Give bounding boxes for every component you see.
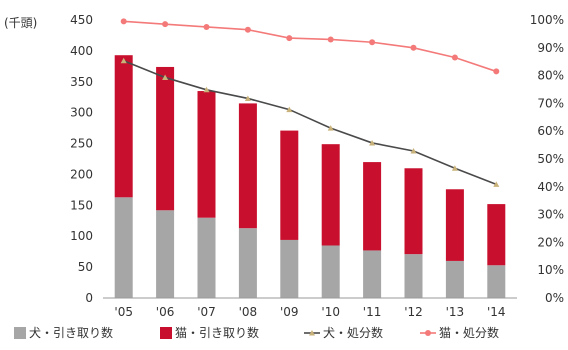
bar-dog-intake: [156, 210, 175, 298]
right-tick-label: 40%: [537, 180, 564, 194]
left-tick-label: 250: [70, 137, 93, 151]
left-tick-label: 300: [70, 106, 93, 120]
bars: [114, 55, 506, 298]
bar-cat-intake: [321, 144, 340, 246]
point-cat-euthanized: [244, 26, 251, 33]
legend-swatch: [160, 327, 172, 339]
point-cat-euthanized: [162, 21, 169, 28]
left-tick-label: 0: [85, 291, 93, 305]
point-dog-euthanized: [369, 139, 376, 146]
bar-cat-intake: [197, 91, 216, 218]
right-tick-label: 30%: [537, 208, 564, 222]
legend-dog-intake: 犬・引き取り数: [14, 325, 113, 340]
x-tick-label: '11: [363, 305, 382, 319]
left-tick-label: 100: [70, 229, 93, 243]
right-tick-label: 70%: [537, 96, 564, 110]
x-tick-label: '10: [321, 305, 340, 319]
point-dog-euthanized: [327, 125, 334, 131]
point-cat-euthanized: [493, 68, 500, 75]
point-dog-euthanized: [203, 86, 210, 93]
bar-cat-intake: [445, 189, 464, 261]
line-dog-euthanized: [123, 60, 497, 186]
right-tick-label: 0%: [545, 291, 564, 305]
bar-dog-intake: [445, 260, 464, 298]
point-dog-euthanized: [410, 147, 417, 154]
left-tick-label: 400: [70, 44, 93, 58]
legend-label: 犬・引き取り数: [29, 325, 113, 340]
right-tick-label: 50%: [537, 152, 564, 166]
bar-dog-intake: [363, 250, 382, 298]
legend-swatch: [14, 327, 26, 339]
right-axis-ticks: 0% 10% 20% 30% 40% 50% 60% 70% 80% 90% 100%: [530, 13, 564, 305]
x-tick-label: '09: [280, 305, 299, 319]
x-tick-label: '06: [156, 305, 175, 319]
lines: [120, 18, 500, 187]
x-tick-label: '12: [404, 305, 423, 319]
left-axis-ticks: 0 50 100 150 200 250 300 350 400 450: [70, 13, 93, 305]
point-dog-euthanized: [244, 95, 251, 101]
left-tick-label: 200: [70, 167, 93, 181]
point-dog-euthanized: [120, 57, 127, 64]
left-tick-label: 50: [78, 260, 93, 274]
x-tick-label: '08: [239, 305, 258, 319]
right-tick-label: 80%: [537, 69, 564, 83]
point-cat-euthanized: [286, 35, 293, 42]
right-tick-label: 10%: [537, 263, 564, 277]
legend-marker: [309, 330, 315, 336]
right-tick-label: 90%: [537, 41, 564, 55]
bar-dog-intake: [197, 217, 216, 298]
bar-cat-intake: [238, 103, 257, 229]
right-tick-label: 60%: [537, 124, 564, 138]
point-dog-euthanized: [493, 181, 500, 187]
legend-dog-euthanized: 犬・処分数: [304, 325, 383, 340]
bar-dog-intake: [487, 265, 506, 298]
left-tick-label: 350: [70, 75, 93, 89]
legend-cat-intake: 猫・引き取り数: [160, 325, 259, 340]
point-dog-euthanized: [286, 106, 293, 113]
x-tick-label: '05: [114, 305, 133, 319]
bar-cat-intake: [487, 204, 506, 266]
legend-label: 猫・処分数: [439, 325, 499, 340]
point-cat-euthanized: [451, 54, 458, 61]
bar-dog-intake: [321, 245, 340, 298]
legend-cat-euthanized: 猫・処分数: [420, 325, 499, 340]
bar-cat-intake: [404, 168, 423, 255]
point-cat-euthanized: [327, 36, 334, 43]
legend-marker: [425, 330, 431, 336]
bar-dog-intake: [280, 239, 299, 298]
legend-label: 犬・処分数: [323, 325, 383, 340]
point-cat-euthanized: [410, 44, 417, 51]
bar-cat-intake: [363, 162, 382, 251]
legend: 犬・引き取り数 猫・引き取り数 犬・処分数 猫・処分数: [14, 325, 499, 340]
x-tick-label: '14: [487, 305, 506, 319]
y-axis-unit-label: (千頭): [4, 16, 37, 30]
legend-label: 猫・引き取り数: [175, 325, 259, 340]
point-cat-euthanized: [369, 39, 376, 46]
left-tick-label: 150: [70, 198, 93, 212]
bar-cat-intake: [156, 66, 175, 211]
bar-cat-intake: [114, 55, 133, 198]
line-cat-euthanized: [123, 20, 497, 73]
right-tick-label: 20%: [537, 235, 564, 249]
left-tick-label: 450: [70, 13, 93, 27]
point-cat-euthanized: [120, 18, 127, 25]
right-tick-label: 100%: [530, 13, 564, 27]
point-cat-euthanized: [203, 23, 210, 30]
point-dog-euthanized: [162, 74, 169, 80]
x-tick-label: '07: [197, 305, 216, 319]
x-axis-ticks: '05 '06 '07 '08 '09 '10 '11 '12 '13 '14: [114, 305, 505, 319]
bar-dog-intake: [114, 197, 133, 298]
bar-dog-intake: [404, 254, 423, 298]
bar-dog-intake: [238, 228, 257, 298]
x-tick-label: '13: [446, 305, 465, 319]
point-dog-euthanized: [451, 165, 458, 171]
bar-cat-intake: [280, 130, 299, 240]
